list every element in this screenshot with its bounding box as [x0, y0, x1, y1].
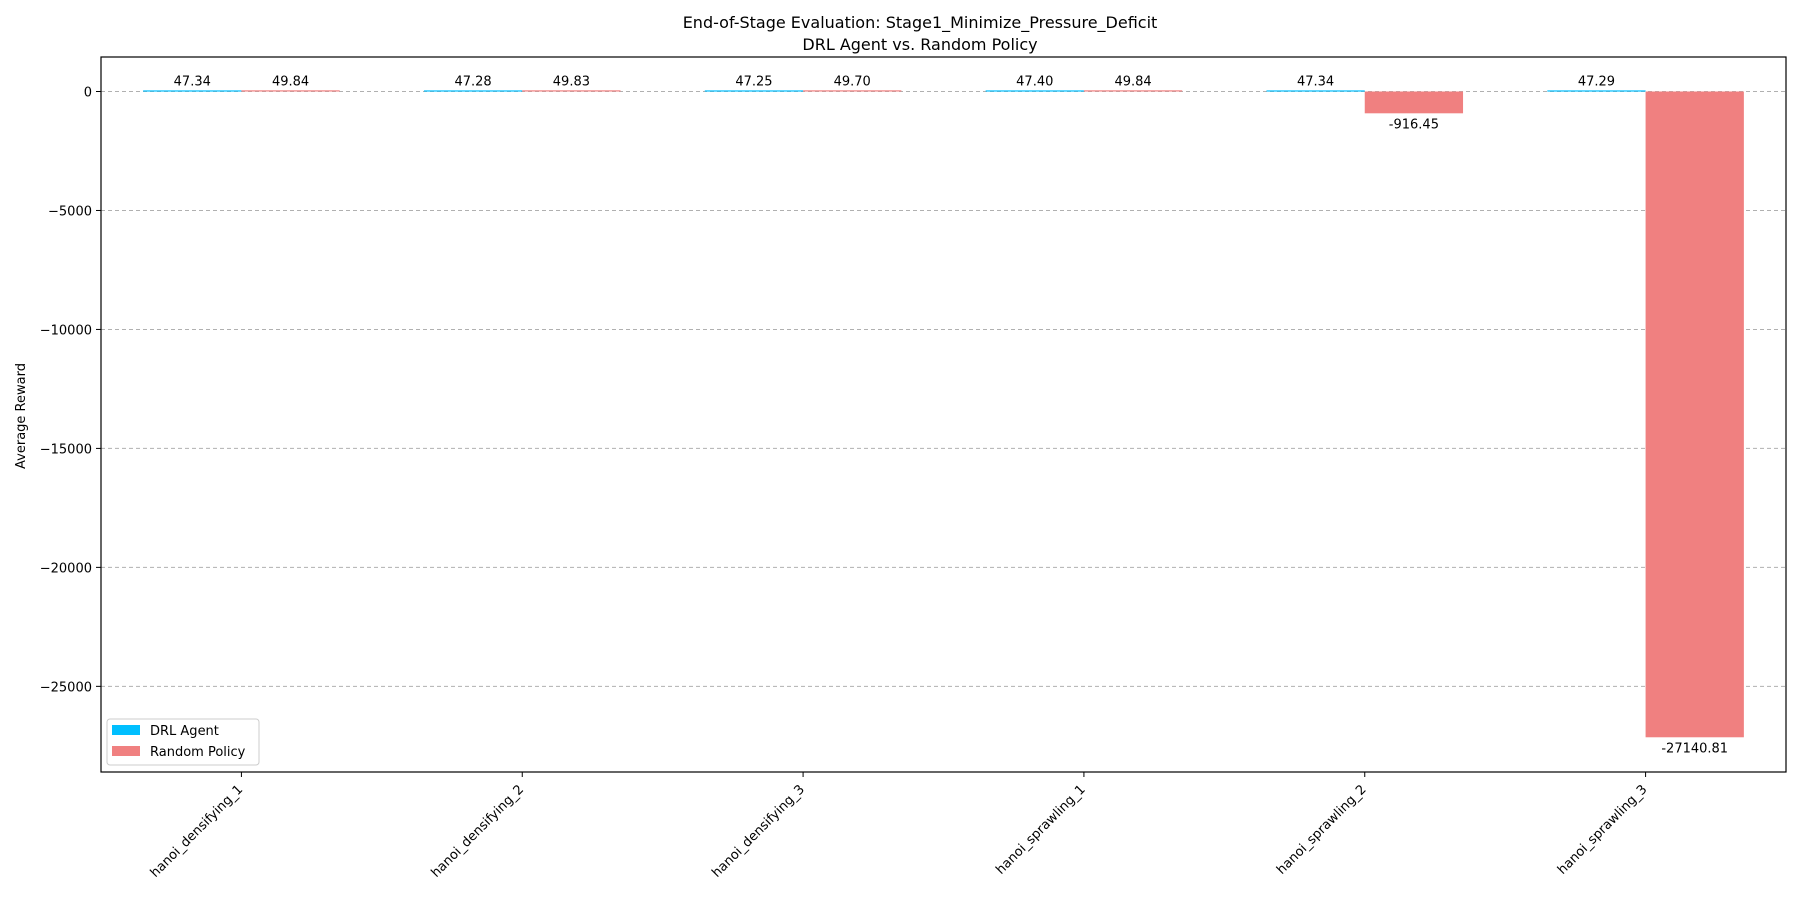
- y-axis-label: Average Reward: [14, 363, 29, 469]
- data-label-drl-agent: 47.34: [1297, 74, 1334, 89]
- x-tick-label: hanoi_sprawling_1: [993, 782, 1088, 877]
- legend: DRL Agent Random Policy: [106, 718, 260, 766]
- legend-label-random-policy: Random Policy: [150, 745, 246, 760]
- gridlines: [101, 91, 1786, 687]
- data-label-random-policy: -916.45: [1389, 117, 1439, 132]
- y-tick-label: −25000: [40, 680, 92, 695]
- data-label-drl-agent: 47.34: [174, 74, 211, 89]
- x-tick-label: hanoi_densifying_2: [429, 782, 528, 881]
- data-labels: 47.34 49.84 47.28 49.83 47.25 49.70 47.40 49.84…: [174, 74, 1728, 756]
- y-tick-label: −20000: [40, 561, 92, 576]
- data-label-random-policy: 49.83: [553, 74, 590, 89]
- bar-random-policy-hanoi-sprawling-1: [1083, 90, 1183, 92]
- y-tick-label: −5000: [48, 204, 92, 219]
- legend-swatch-drl-agent: [112, 725, 140, 735]
- data-label-drl-agent: 47.29: [1578, 74, 1615, 89]
- y-tick-label: 0: [84, 86, 92, 101]
- chart-title: End-of-Stage Evaluation: Stage1_Minimize…: [683, 13, 1158, 33]
- bar-random-policy-hanoi-densifying-2: [522, 90, 621, 92]
- legend-label-drl-agent: DRL Agent: [150, 724, 219, 739]
- data-label-random-policy: 49.84: [272, 74, 309, 89]
- bar-random-policy-hanoi-sprawling-3: [1645, 91, 1744, 738]
- legend-box: [106, 718, 260, 766]
- data-label-drl-agent: 47.28: [454, 74, 491, 89]
- bar-drl-agent-hanoi-densifying-1: [143, 90, 242, 92]
- bar-drl-agent-hanoi-densifying-3: [704, 90, 804, 92]
- data-label-drl-agent: 47.40: [1016, 74, 1053, 89]
- y-axis-ticks: 0 −5000 −10000 −15000 −20000 −25000: [40, 86, 101, 695]
- bar-drl-agent-hanoi-sprawling-1: [985, 90, 1084, 92]
- x-tick-label: hanoi_densifying_1: [148, 782, 247, 881]
- y-tick-label: −10000: [40, 323, 92, 338]
- data-label-random-policy: 49.70: [834, 74, 871, 89]
- bar-drl-agent-hanoi-densifying-2: [423, 90, 523, 92]
- data-label-drl-agent: 47.25: [735, 74, 772, 89]
- x-axis-ticks: hanoi_densifying_1 hanoi_densifying_2 hano…: [148, 772, 1650, 881]
- bar-drl-agent-hanoi-sprawling-3: [1547, 90, 1646, 92]
- bar-random-policy-hanoi-densifying-1: [241, 90, 340, 92]
- plot-frame: [100, 56, 1787, 773]
- data-label-random-policy: -27140.81: [1661, 741, 1728, 756]
- legend-swatch-random-policy: [112, 746, 140, 756]
- bars: [143, 90, 1744, 738]
- bar-random-policy-hanoi-sprawling-2: [1364, 91, 1464, 114]
- bar-random-policy-hanoi-densifying-3: [803, 90, 902, 92]
- bar-drl-agent-hanoi-sprawling-2: [1266, 90, 1365, 92]
- y-tick-label: −15000: [40, 442, 92, 457]
- chart-subtitle: DRL Agent vs. Random Policy: [802, 35, 1037, 54]
- x-tick-label: hanoi_sprawling_3: [1555, 782, 1650, 877]
- data-label-random-policy: 49.84: [1114, 74, 1151, 89]
- x-tick-label: hanoi_sprawling_2: [1274, 782, 1369, 877]
- x-tick-label: hanoi_densifying_3: [709, 782, 808, 881]
